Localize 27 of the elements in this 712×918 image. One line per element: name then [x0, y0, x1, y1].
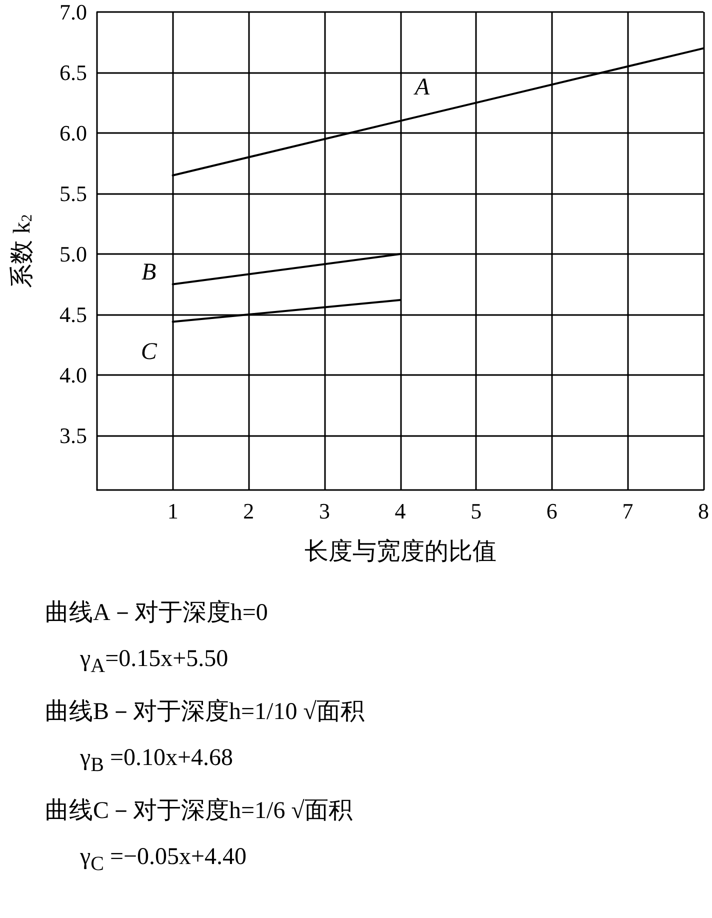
- text: γ$_{A}$=0.15x+5.50: [79, 645, 230, 679]
- x-tick-label: 2: [243, 498, 254, 524]
- text: γ$_{B}$ =0.10x+4.68: [79, 744, 234, 778]
- series-label: C: [140, 338, 158, 365]
- text: 曲线C－对于深度h=1/6 √面积: [45, 796, 354, 826]
- text: γ$_{C}$ =−0.05x+4.40: [79, 842, 248, 876]
- x-tick-label: 8: [698, 498, 709, 524]
- y-tick-label: 3.5: [60, 423, 87, 448]
- x-tick-label: 6: [546, 498, 558, 524]
- x-tick-label: 7: [622, 498, 634, 524]
- y-tick-label: 6.5: [60, 60, 87, 86]
- x-tick-label: 1: [167, 498, 178, 524]
- y-tick-label: 5.5: [60, 181, 87, 206]
- series-label: B: [141, 259, 156, 286]
- text: 曲线A－对于深度h=0: [45, 598, 269, 628]
- y-axis-title: 系数 k2: [10, 214, 36, 288]
- series-label: A: [412, 74, 430, 101]
- y-tick-label: 6.0: [60, 120, 87, 146]
- text: 曲线B－对于深度h=1/10 √面积: [45, 698, 366, 727]
- y-tick-label: 4.5: [60, 302, 87, 328]
- y-tick-label: 7.0: [60, 0, 87, 24]
- x-tick-label: 4: [394, 498, 406, 524]
- y-tick-label: 5.0: [60, 242, 87, 267]
- x-axis-title: 长度与宽度的比值: [304, 538, 496, 565]
- x-tick-label: 5: [470, 498, 482, 524]
- x-tick-label: 3: [318, 498, 330, 524]
- y-tick-label: 4.0: [60, 362, 87, 388]
